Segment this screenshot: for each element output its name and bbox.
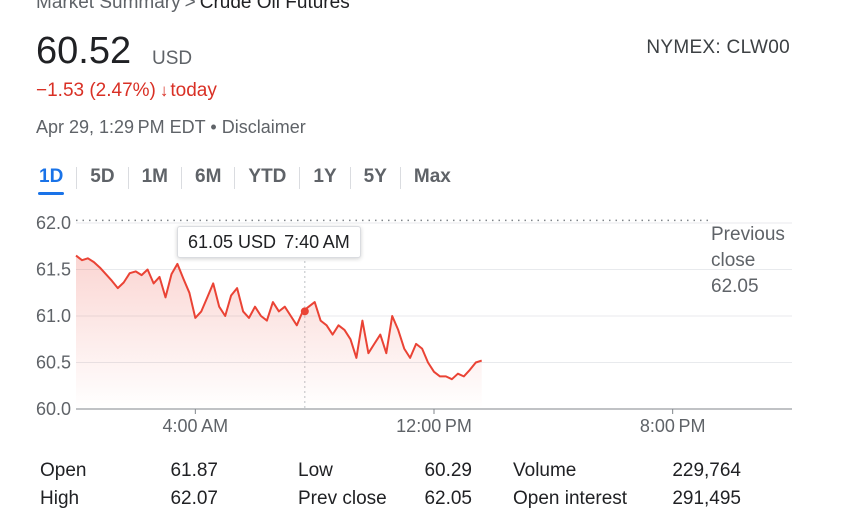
y-tick-label: 61.0 [36,306,71,326]
price-change: −1.53 (2.47%) ↓ today [36,80,217,102]
price-chart[interactable]: 62.0 61.5 61.0 60.5 60.0 4:00 AM 12:00 PM 8:00 … [0,200,842,445]
tab-1y[interactable]: 1Y [313,166,337,187]
breadcrumb: Market Summary > Crude Oil Futures [36,0,350,14]
stat-value: 60.29 [424,460,472,481]
price-change-value: −1.53 (2.47%) [36,80,156,101]
stat-value: 229,764 [672,460,741,481]
series-area [76,255,482,409]
breadcrumb-current: Crude Oil Futures [199,0,350,13]
tab-5y[interactable]: 5Y [363,166,387,187]
stat-label: Open interest [513,488,628,509]
stats-table: Open 61.87 Low 60.29 Volume 229,764 High… [40,457,741,513]
tab-1m[interactable]: 1M [141,166,168,187]
x-tick-label: 8:00 PM [640,416,706,436]
currency-label: USD [152,48,193,69]
tooltip-price: 61.05 USD [188,232,277,252]
y-tick-label: 61.5 [36,260,71,280]
stat-value: 61.87 [170,460,218,481]
tab-6m[interactable]: 6M [195,166,222,187]
chart-tooltip: 61.05 USD 7:40 AM [177,226,361,258]
stat-value: 291,495 [672,488,741,509]
previous-close-label: Previous close [711,224,785,271]
x-tick-label: 4:00 AM [163,416,229,436]
stat-label: Prev close [298,488,387,509]
tab-max[interactable]: Max [413,166,451,187]
stats-row: Open 61.87 Low 60.29 Volume 229,764 [40,457,741,485]
tab-ytd[interactable]: YTD [248,166,287,187]
current-price: 60.52 [36,30,132,72]
ticker-symbol: NYMEX: CLW00 [646,37,790,58]
tab-divider [299,166,301,189]
disclaimer-link[interactable]: Disclaimer [221,117,306,137]
stat-label: Volume [513,460,577,481]
tab-divider [234,166,236,189]
stat-label: Open [40,460,87,481]
y-tick-label: 60.5 [36,353,71,373]
x-tick-label: 12:00 PM [396,416,472,436]
stats-row: High 62.07 Prev close 62.05 Open interes… [40,485,741,513]
tab-divider [399,166,401,189]
previous-close-value: 62.05 [711,276,759,297]
breadcrumb-root-link[interactable]: Market Summary [36,0,181,13]
timestamp-line: Apr 29, 1:29 PM EDT • Disclaimer [36,117,306,138]
y-tick-label: 62.0 [36,213,71,233]
series-line [75,254,483,381]
timestamp: Apr 29, 1:29 PM EDT [36,117,206,137]
breadcrumb-separator: > [184,0,196,13]
tab-divider [349,166,351,189]
tab-divider [127,166,129,189]
hover-point [300,307,309,316]
tab-1d[interactable]: 1D [26,160,76,195]
stat-value: 62.05 [424,488,472,509]
tab-5d[interactable]: 5D [90,166,115,187]
previous-close-annotation: Previous close 62.05 [711,222,821,300]
tab-divider [181,166,182,189]
tab-divider [76,166,78,189]
price-change-period: today [170,80,217,101]
arrow-down-icon: ↓ [159,81,169,100]
timestamp-separator: • [210,117,217,137]
tooltip-time: 7:40 AM [284,232,350,252]
stat-label: High [40,488,80,509]
y-tick-label: 60.0 [36,399,71,419]
range-tabs: 1D 5D 1M 6M YTD 1Y 5Y Max [26,160,464,195]
stat-label: Low [298,460,333,481]
stat-value: 62.07 [170,488,218,509]
